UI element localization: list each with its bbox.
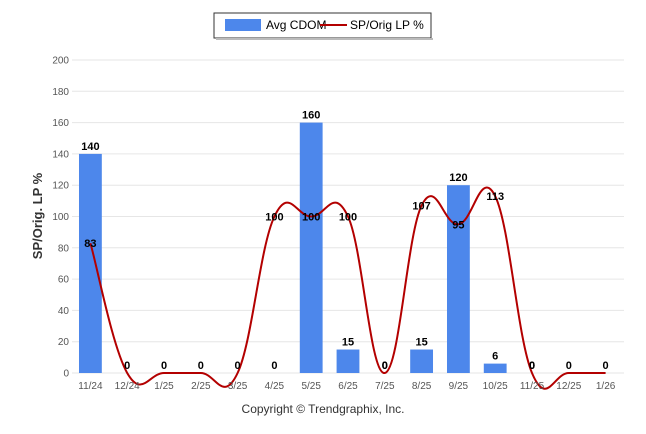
- bar: [483, 363, 507, 373]
- legend-bar-swatch: [225, 19, 261, 31]
- y-axis-title: SP/Orig. LP %: [30, 172, 45, 259]
- y-tick-label: 80: [58, 243, 70, 254]
- x-tick-label: 1/26: [596, 381, 616, 392]
- line-data-label: 107: [412, 201, 430, 213]
- y-tick-label: 60: [58, 275, 70, 286]
- bar-data-label: 15: [415, 337, 427, 349]
- legend-item-avg-cdom: Avg CDOM: [266, 18, 326, 32]
- bar: [410, 349, 434, 373]
- x-tick-label: 2/25: [191, 381, 211, 392]
- bar: [78, 153, 102, 373]
- bar-data-label: 0: [566, 360, 572, 372]
- bar-data-label: 0: [529, 360, 535, 372]
- x-tick-label: 12/25: [556, 381, 581, 392]
- bar-data-label: 0: [382, 360, 388, 372]
- x-tick-label: 9/25: [449, 381, 469, 392]
- y-tick-label: 0: [63, 369, 69, 380]
- line-data-label: 113: [486, 191, 504, 203]
- x-tick-label: 4/25: [265, 381, 285, 392]
- y-tick-label: 180: [52, 87, 69, 98]
- line-data-label: 83: [84, 238, 96, 250]
- x-tick-label: 3/25: [228, 381, 248, 392]
- x-tick-label: 5/25: [301, 381, 321, 392]
- line-data-label: 100: [265, 212, 283, 224]
- bar-data-label: 15: [342, 337, 354, 349]
- bar-data-label: 120: [449, 172, 467, 184]
- bar-data-label: 160: [302, 110, 320, 122]
- legend-shadow: [216, 38, 433, 40]
- bar-data-label: 6: [492, 351, 498, 363]
- line-path: [89, 186, 606, 390]
- x-tick-label: 11/25: [520, 381, 545, 392]
- line-data-label: 0: [529, 360, 535, 372]
- bar: [446, 185, 470, 373]
- x-tick-label: 6/25: [338, 381, 358, 392]
- bar-data-label: 0: [271, 360, 277, 372]
- bar-data-label: 140: [81, 141, 99, 153]
- bar-series: [78, 122, 507, 373]
- y-tick-label: 20: [58, 337, 70, 348]
- line-data-label: 0: [382, 360, 388, 372]
- bar: [299, 122, 323, 373]
- bar-data-label: 0: [198, 360, 204, 372]
- x-tick-label: 1/25: [154, 381, 174, 392]
- y-tick-label: 40: [58, 306, 70, 317]
- footer-copyright: Copyright © Trendgraphix, Inc.: [241, 402, 405, 416]
- line-data-label: 95: [452, 219, 464, 231]
- line-data-label: 100: [302, 212, 320, 224]
- x-tick-label: 11/24: [78, 381, 103, 392]
- x-axis-ticks: 11/24 12/24 1/25 2/25 3/25 4/25 5/25 6/25 7/25 8/…: [78, 381, 616, 392]
- y-tick-label: 120: [52, 181, 69, 192]
- y-tick-label: 140: [52, 149, 69, 160]
- y-tick-label: 200: [52, 56, 69, 67]
- x-tick-label: 12/24: [115, 381, 140, 392]
- bar: [336, 349, 360, 373]
- x-tick-label: 10/25: [483, 381, 508, 392]
- y-tick-label: 160: [52, 118, 69, 129]
- x-tick-label: 7/25: [375, 381, 395, 392]
- legend-item-sp-orig-lp: SP/Orig LP %: [350, 18, 424, 32]
- y-tick-label: 100: [52, 212, 69, 223]
- line-data-label: 100: [339, 212, 357, 224]
- bar-data-label: 0: [603, 360, 609, 372]
- legend: Avg CDOM SP/Orig LP %: [213, 12, 433, 40]
- bar-data-label: 0: [161, 360, 167, 372]
- bar-data-label: 0: [124, 360, 130, 372]
- x-tick-label: 8/25: [412, 381, 432, 392]
- y-axis-ticks: 0 20 40 60 80 100 120 140 160 180 200: [52, 56, 69, 380]
- line-series: [89, 186, 606, 390]
- bar-data-label: 0: [235, 360, 241, 372]
